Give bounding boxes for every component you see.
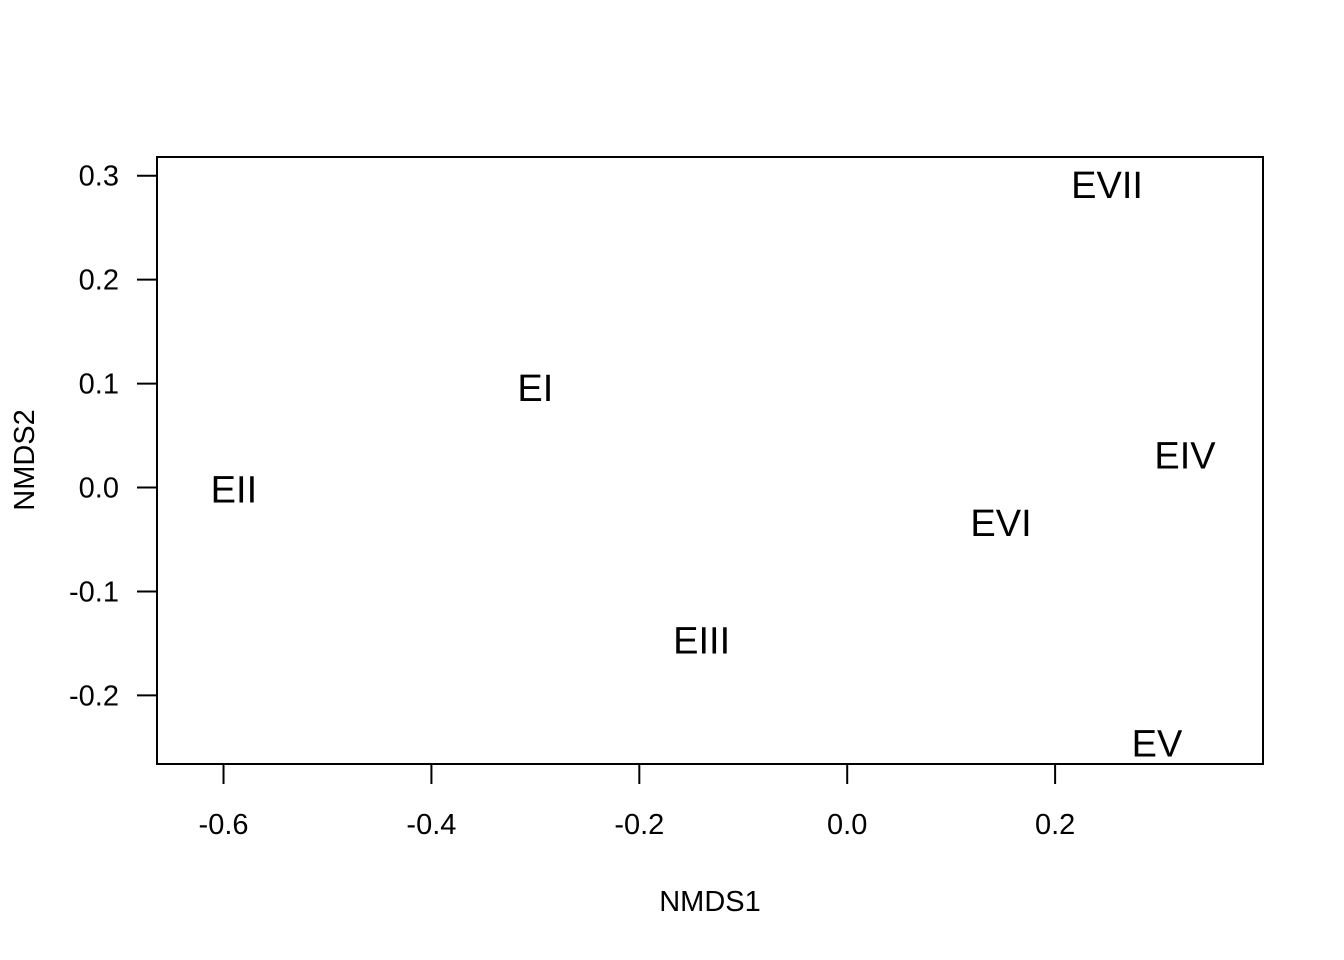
x-axis: -0.6 -0.4 -0.2 0.0 0.2	[199, 763, 1075, 841]
plot-frame	[156, 156, 1264, 765]
y-tick-label: 0.0	[79, 473, 119, 505]
point-label-evii: EVII	[1071, 165, 1143, 207]
y-tick-label: 0.3	[79, 161, 119, 193]
x-tick-label: -0.2	[614, 809, 664, 841]
y-axis: -0.2 -0.1 0.0 0.1 0.2 0.3	[69, 161, 158, 712]
data-points: EI EII EIII EIV EV EVI EVII	[211, 165, 1217, 765]
point-label-eiii: EIII	[673, 620, 730, 662]
y-tick-label: -0.2	[69, 680, 119, 712]
x-tick-label: -0.4	[406, 809, 456, 841]
y-tick-label: 0.1	[79, 369, 119, 401]
point-label-eii: EII	[211, 470, 257, 512]
x-tick-label: -0.6	[199, 809, 249, 841]
x-tick-label: 0.0	[827, 809, 867, 841]
y-tick-label: -0.1	[69, 576, 119, 608]
point-label-ei: EI	[517, 368, 553, 410]
point-label-ev: EV	[1132, 723, 1183, 765]
x-axis-title: NMDS1	[659, 886, 761, 918]
y-tick-label: 0.2	[79, 265, 119, 297]
y-axis-title: NMDS2	[9, 409, 41, 511]
point-label-eiv: EIV	[1154, 435, 1216, 477]
point-label-evi: EVI	[970, 503, 1031, 545]
x-tick-label: 0.2	[1035, 809, 1075, 841]
